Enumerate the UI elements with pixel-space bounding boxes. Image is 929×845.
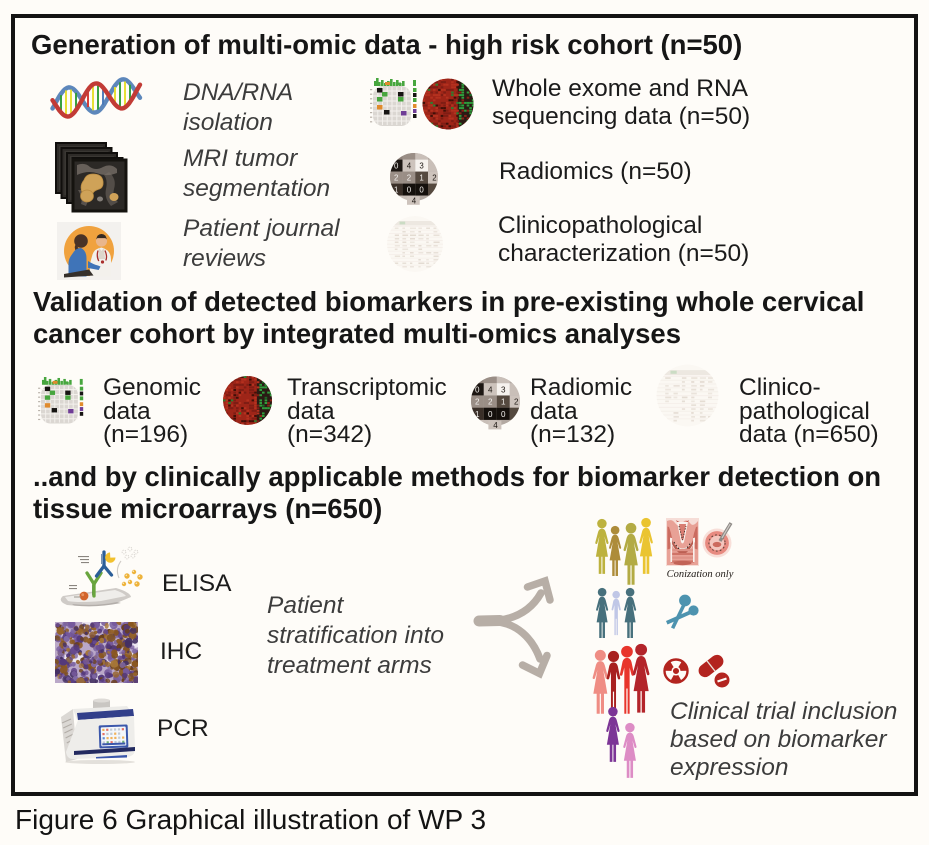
svg-text:0: 0 <box>488 410 493 419</box>
svg-text:0: 0 <box>419 186 424 195</box>
svg-text:1: 1 <box>419 174 423 183</box>
svg-text:0: 0 <box>407 186 412 195</box>
svg-text:1: 1 <box>475 410 480 419</box>
svg-text:2: 2 <box>488 398 493 407</box>
svg-text:2: 2 <box>475 398 480 407</box>
svg-text:4: 4 <box>407 162 412 171</box>
svg-text:4: 4 <box>493 421 498 430</box>
svg-text:2: 2 <box>432 174 436 183</box>
svg-text:2: 2 <box>407 174 411 183</box>
svg-text:2: 2 <box>514 398 519 407</box>
svg-text:1: 1 <box>394 186 398 195</box>
svg-text:3: 3 <box>419 162 424 171</box>
svg-text:1: 1 <box>501 398 506 407</box>
svg-text:4: 4 <box>488 385 493 394</box>
svg-text:0: 0 <box>501 410 506 419</box>
svg-text:0: 0 <box>394 162 399 171</box>
svg-text:2: 2 <box>394 174 398 183</box>
svg-text:4: 4 <box>412 196 417 205</box>
svg-text:3: 3 <box>501 385 506 394</box>
svg-text:0: 0 <box>475 385 480 394</box>
